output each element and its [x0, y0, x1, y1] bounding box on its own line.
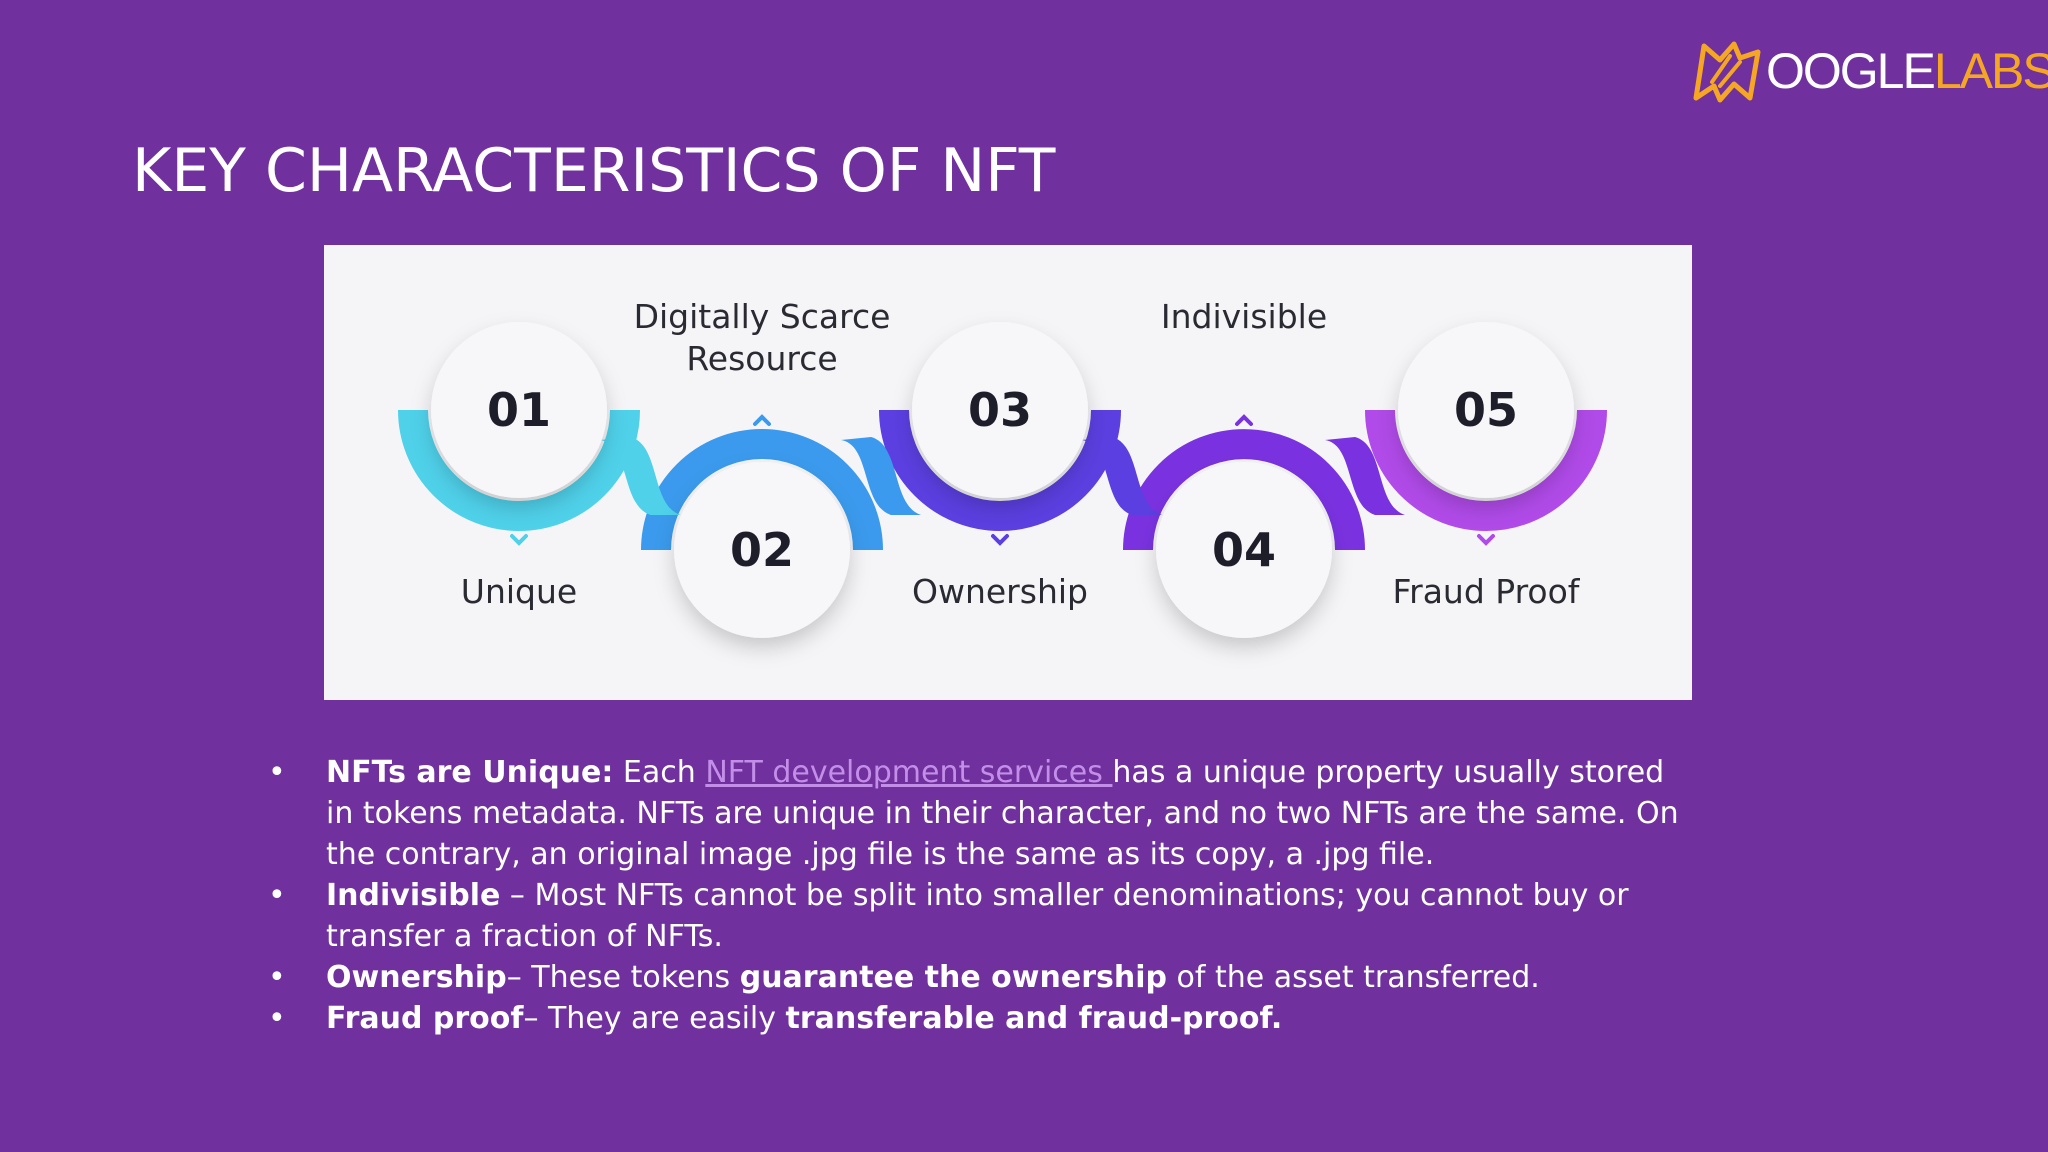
- connector-segment: [841, 437, 921, 515]
- step-number: 03: [968, 383, 1032, 437]
- chevron-up-icon: [753, 414, 771, 426]
- step-label: Resource: [686, 339, 837, 378]
- nft-characteristics-infographic: 01 Unique 02 Digitally Scarce Resource 03 Owne…: [324, 245, 1692, 700]
- nft-development-services-link[interactable]: NFT development services: [705, 755, 1113, 790]
- logo-mark-icon: [1693, 41, 1761, 103]
- list-item: Ownership– These tokens guarantee the ow…: [256, 957, 1696, 998]
- step-node-circle: [1156, 462, 1332, 638]
- bullet-emphasis: guarantee the ownership: [739, 960, 1167, 995]
- node-ring: [1365, 409, 1607, 531]
- list-item: Fraud proof– They are easily transferabl…: [256, 998, 1696, 1039]
- step-node-circle: [1398, 322, 1574, 498]
- logo-text: OOGLELABS: [1766, 43, 2048, 99]
- step-number: 04: [1212, 523, 1276, 577]
- step-node-circle: [431, 322, 607, 498]
- node-ring: [641, 429, 883, 551]
- bullet-lead: Fraud proof: [326, 1001, 524, 1036]
- connector-segment: [600, 437, 681, 515]
- chevron-down-icon: [510, 534, 528, 546]
- node-ring: [1123, 429, 1365, 551]
- step-number: 02: [730, 523, 794, 577]
- list-item: Indivisible – Most NFTs cannot be split …: [256, 875, 1696, 957]
- step-label: Fraud Proof: [1393, 572, 1581, 611]
- slide-title: KEY CHARACTERISTICS OF NFT: [132, 136, 1056, 206]
- bullet-text: Each: [613, 755, 706, 790]
- bullet-text: – Most NFTs cannot be split into smaller…: [326, 878, 1629, 954]
- chevron-down-icon: [1477, 534, 1495, 546]
- connector-segment: [1082, 437, 1162, 515]
- connector-segment: [1325, 437, 1405, 515]
- bullet-lead: Ownership: [326, 960, 507, 995]
- bullet-lead: NFTs are Unique:: [326, 755, 614, 790]
- list-item: NFTs are Unique: Each NFT development se…: [256, 752, 1696, 875]
- step-label: Indivisible: [1161, 297, 1327, 336]
- bullet-text: has a unique property usually stored in …: [326, 755, 1679, 872]
- company-logo: OOGLELABS: [1690, 36, 2048, 106]
- bullet-text: of the asset transferred.: [1166, 960, 1540, 995]
- bullet-lead: Indivisible: [326, 878, 501, 913]
- step-label: Unique: [461, 572, 577, 611]
- bullet-text: – They are easily: [523, 1001, 786, 1036]
- step-node-circle: [912, 322, 1088, 498]
- step-label: Ownership: [912, 572, 1088, 611]
- step-number: 01: [487, 383, 551, 437]
- step-label: Digitally Scarce: [634, 297, 891, 336]
- step-node-circle: [674, 462, 850, 638]
- node-ring: [879, 409, 1121, 531]
- node-ring: [398, 409, 640, 531]
- bullet-emphasis: transferable and fraud-proof.: [785, 1001, 1283, 1036]
- step-number: 05: [1454, 383, 1518, 437]
- chevron-up-icon: [1235, 414, 1253, 426]
- bullet-text: – These tokens: [506, 960, 740, 995]
- chevron-down-icon: [991, 534, 1009, 546]
- characteristics-list: NFTs are Unique: Each NFT development se…: [256, 752, 1696, 1039]
